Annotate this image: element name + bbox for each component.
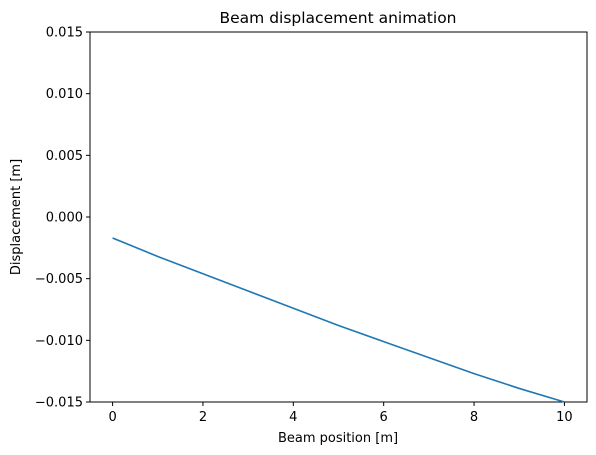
y-tick-label: −0.010 xyxy=(35,334,83,349)
x-tick-label: 10 xyxy=(556,410,573,425)
chart-title: Beam displacement animation xyxy=(220,9,457,27)
y-axis: −0.015 −0.010 −0.005 0.000 0.005 0.010 0.015 xyxy=(35,26,90,411)
y-axis-label: Displacement [m] xyxy=(9,159,24,275)
x-tick-label: 4 xyxy=(289,410,297,425)
x-tick-label: 0 xyxy=(108,410,116,425)
x-tick-label: 2 xyxy=(199,410,207,425)
y-tick-label: 0.015 xyxy=(46,26,83,41)
y-tick-label: −0.015 xyxy=(35,396,83,411)
series-line-0 xyxy=(112,237,565,403)
y-tick-label: 0.005 xyxy=(46,149,83,164)
x-axis: 0 2 4 6 8 10 xyxy=(108,402,573,425)
x-tick-label: 8 xyxy=(470,410,478,425)
y-tick-label: 0.010 xyxy=(46,87,83,102)
plot-area-frame xyxy=(89,31,588,403)
y-tick-label: 0.000 xyxy=(46,211,83,226)
x-axis-label: Beam position [m] xyxy=(278,431,398,446)
y-tick-label: −0.005 xyxy=(35,272,83,287)
series-layer xyxy=(112,237,565,403)
x-tick-label: 6 xyxy=(380,410,388,425)
